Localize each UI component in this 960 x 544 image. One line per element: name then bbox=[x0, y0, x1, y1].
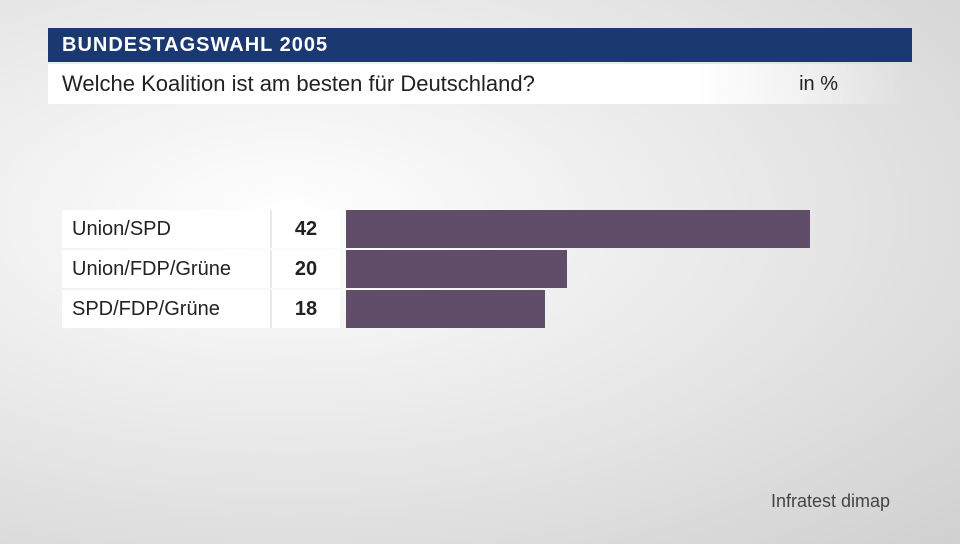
bar-fill bbox=[346, 210, 810, 248]
header-banner-text: BUNDESTAGSWAHL 2005 bbox=[62, 34, 328, 57]
bar-row: Union/SPD 42 bbox=[62, 210, 898, 248]
bar-fill bbox=[346, 290, 545, 328]
bar-row: SPD/FDP/Grüne 18 bbox=[62, 290, 898, 328]
header-banner: BUNDESTAGSWAHL 2005 bbox=[48, 28, 912, 62]
bar-label: Union/FDP/Grüne bbox=[62, 250, 272, 288]
bar-chart: Union/SPD 42 Union/FDP/Grüne 20 SPD/FDP/… bbox=[62, 210, 898, 330]
bar-value: 42 bbox=[272, 210, 340, 248]
bar-track bbox=[346, 290, 898, 328]
bar-row: Union/FDP/Grüne 20 bbox=[62, 250, 898, 288]
bar-value: 20 bbox=[272, 250, 340, 288]
chart-subtitle: Welche Koalition ist am besten für Deuts… bbox=[62, 71, 535, 97]
bar-fill bbox=[346, 250, 567, 288]
bar-track bbox=[346, 250, 898, 288]
subtitle-row: Welche Koalition ist am besten für Deuts… bbox=[48, 64, 912, 104]
unit-label: in % bbox=[799, 73, 838, 96]
bar-label: SPD/FDP/Grüne bbox=[62, 290, 272, 328]
bar-value: 18 bbox=[272, 290, 340, 328]
bar-track bbox=[346, 210, 898, 248]
bar-label: Union/SPD bbox=[62, 210, 272, 248]
source-label: Infratest dimap bbox=[771, 491, 890, 512]
